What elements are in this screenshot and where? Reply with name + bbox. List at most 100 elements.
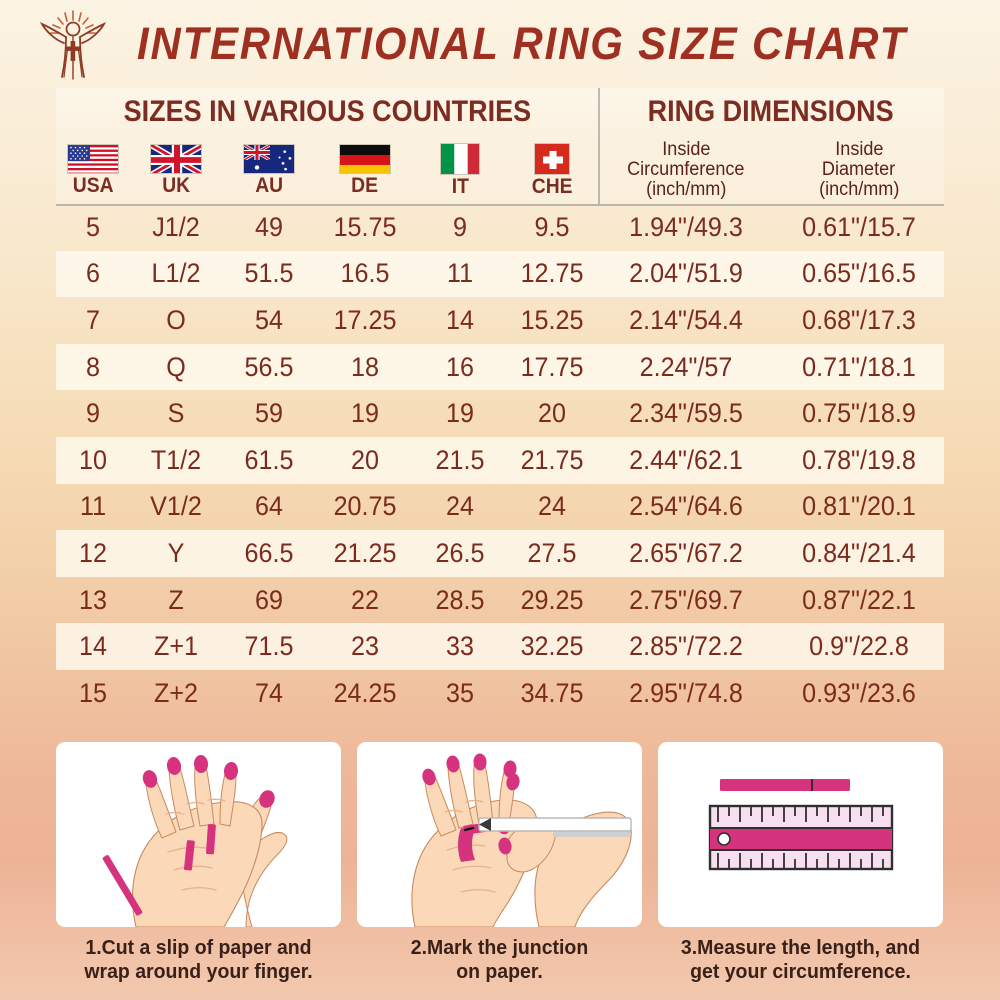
cell-diameter: 0.81"/20.1 bbox=[802, 491, 916, 522]
cell-circumference: 2.04"/51.9 bbox=[629, 258, 743, 289]
cell-it: 21.5 bbox=[435, 444, 485, 475]
cell-diameter: 0.9"/22.8 bbox=[809, 631, 909, 662]
column-header-uk: UK bbox=[130, 136, 222, 204]
cell-uk: J1/2 bbox=[152, 211, 200, 242]
cell-it: 9 bbox=[453, 211, 467, 242]
cell-uk: Z+2 bbox=[154, 677, 198, 708]
cell-che: 27.5 bbox=[527, 537, 577, 568]
table-row: 14 Z+1 71.5 23 33 32.25 2.85"/72.2 0.9"/22.8 bbox=[56, 623, 944, 670]
instruction-step-1-caption: 1.Cut a slip of paper and wrap around yo… bbox=[63, 936, 334, 983]
cell-che: 9.5 bbox=[534, 211, 570, 242]
cell-diameter: 0.68"/17.3 bbox=[802, 304, 916, 335]
cell-uk: T1/2 bbox=[150, 444, 202, 475]
step-1-caption-line2: wrap around your finger. bbox=[84, 959, 313, 983]
cell-it: 28.5 bbox=[435, 584, 485, 615]
cell-uk: Y bbox=[167, 537, 185, 568]
cell-usa: 12 bbox=[79, 537, 107, 568]
cell-de: 20.75 bbox=[333, 491, 397, 522]
column-header-circumference: Inside Circumference (inch/mm) bbox=[598, 136, 774, 204]
cell-au: 74 bbox=[255, 677, 283, 708]
header-section-divider bbox=[598, 88, 600, 204]
cell-circumference: 2.34"/59.5 bbox=[629, 398, 743, 429]
flag-switzerland-icon bbox=[534, 143, 570, 175]
cell-circumference: 2.54"/64.6 bbox=[629, 491, 743, 522]
cell-usa: 13 bbox=[79, 584, 107, 615]
flag-uk-icon bbox=[150, 144, 202, 174]
cell-de: 17.25 bbox=[333, 304, 397, 335]
group-header-countries-label: SIZES IN VARIOUS COUNTRIES bbox=[123, 95, 531, 128]
table-row: 11 V1/2 64 20.75 24 24 2.54"/64.6 0.81"/20.1 bbox=[56, 484, 944, 531]
cell-au: 59 bbox=[255, 398, 283, 429]
cell-de: 22 bbox=[351, 584, 379, 615]
column-header-de-label: DE bbox=[351, 174, 379, 197]
column-header-diameter: Inside Diameter (inch/mm) bbox=[774, 136, 944, 204]
cell-che: 34.75 bbox=[520, 677, 584, 708]
cell-au: 51.5 bbox=[244, 258, 294, 289]
ruler-measuring-strip-icon bbox=[658, 742, 943, 927]
cell-diameter: 0.71"/18.1 bbox=[802, 351, 916, 382]
group-header-row: SIZES IN VARIOUS COUNTRIES RING DIMENSIO… bbox=[56, 88, 944, 136]
table-row: 6 L1/2 51.5 16.5 11 12.75 2.04"/51.9 0.65"/16.5 bbox=[56, 250, 944, 298]
group-header-dimensions-label: RING DIMENSIONS bbox=[647, 95, 895, 128]
page-title: INTERNATIONAL RING SIZE CHART bbox=[136, 18, 908, 69]
cell-diameter: 0.61"/15.7 bbox=[802, 211, 916, 242]
cell-de: 24.25 bbox=[333, 677, 397, 708]
cell-de: 21.25 bbox=[333, 537, 397, 568]
cell-it: 19 bbox=[446, 398, 474, 429]
column-header-it-label: IT bbox=[451, 175, 469, 198]
cell-uk: O bbox=[166, 304, 186, 335]
diameter-line3: (inch/mm) bbox=[818, 178, 900, 200]
cell-circumference: 2.75"/69.7 bbox=[629, 584, 743, 615]
cell-usa: 5 bbox=[86, 211, 100, 242]
cell-usa: 6 bbox=[86, 258, 100, 289]
table-row: 13 Z 69 22 28.5 29.25 2.75"/69.7 0.87"/22.1 bbox=[56, 577, 944, 624]
table-header-block: SIZES IN VARIOUS COUNTRIES RING DIMENSIO… bbox=[56, 88, 944, 206]
cell-de: 20 bbox=[351, 444, 379, 475]
cell-au: 64 bbox=[255, 491, 283, 522]
cell-au: 49 bbox=[255, 211, 283, 242]
cell-au: 56.5 bbox=[244, 351, 294, 382]
circumference-line1: Inside bbox=[661, 139, 711, 161]
cell-che: 21.75 bbox=[520, 444, 584, 475]
cell-uk: Z+1 bbox=[154, 631, 198, 662]
column-header-usa: USA bbox=[56, 136, 130, 204]
cell-diameter: 0.93"/23.6 bbox=[802, 677, 916, 708]
cell-diameter: 0.87"/22.1 bbox=[802, 584, 916, 615]
cell-it: 24 bbox=[446, 491, 474, 522]
size-table-body: 5 J1/2 49 15.75 9 9.5 1.94"/49.3 0.61"/15.7 6 L1/… bbox=[56, 204, 944, 717]
column-header-row: USA bbox=[56, 136, 944, 204]
group-header-dimensions: RING DIMENSIONS bbox=[598, 88, 944, 136]
cell-usa: 7 bbox=[86, 304, 100, 335]
flag-usa-icon bbox=[67, 144, 119, 174]
step-3-caption-line1: 3.Measure the length, and bbox=[680, 936, 921, 959]
column-header-de: DE bbox=[316, 136, 414, 204]
cell-diameter: 0.65"/16.5 bbox=[802, 258, 916, 289]
step-1-caption-line1: 1.Cut a slip of paper and bbox=[85, 936, 312, 959]
column-header-au-label: AU bbox=[255, 174, 283, 197]
cell-uk: S bbox=[167, 398, 185, 429]
table-row: 8 Q 56.5 18 16 17.75 2.24"/57 0.71"/18.1 bbox=[56, 343, 944, 391]
cell-au: 71.5 bbox=[244, 631, 294, 662]
cell-uk: L1/2 bbox=[151, 258, 201, 289]
cell-au: 66.5 bbox=[244, 537, 294, 568]
cell-it: 11 bbox=[446, 258, 474, 289]
cell-de: 19 bbox=[351, 398, 379, 429]
cell-de: 16.5 bbox=[340, 258, 390, 289]
cell-it: 16 bbox=[446, 351, 474, 382]
cell-circumference: 2.85"/72.2 bbox=[629, 631, 743, 662]
cell-it: 26.5 bbox=[435, 537, 485, 568]
cell-circumference: 2.95"/74.8 bbox=[629, 677, 743, 708]
table-row: 15 Z+2 74 24.25 35 34.75 2.95"/74.8 0.93"/23.6 bbox=[56, 670, 944, 717]
cell-circumference: 2.14"/54.4 bbox=[629, 304, 743, 335]
cell-usa: 11 bbox=[79, 491, 107, 522]
instruction-step-1: 1.Cut a slip of paper and wrap around yo… bbox=[56, 742, 341, 983]
cell-au: 69 bbox=[255, 584, 283, 615]
cell-de: 18 bbox=[351, 351, 379, 382]
instruction-step-2: 2.Mark the junction on paper. bbox=[357, 742, 642, 983]
diameter-line2: Diameter bbox=[822, 159, 896, 181]
cell-circumference: 2.44"/62.1 bbox=[629, 444, 743, 475]
cell-circumference: 1.94"/49.3 bbox=[629, 211, 743, 242]
column-header-au: AU bbox=[222, 136, 316, 204]
hand-with-paper-strip-icon bbox=[56, 742, 341, 927]
cell-uk: Q bbox=[166, 351, 186, 382]
